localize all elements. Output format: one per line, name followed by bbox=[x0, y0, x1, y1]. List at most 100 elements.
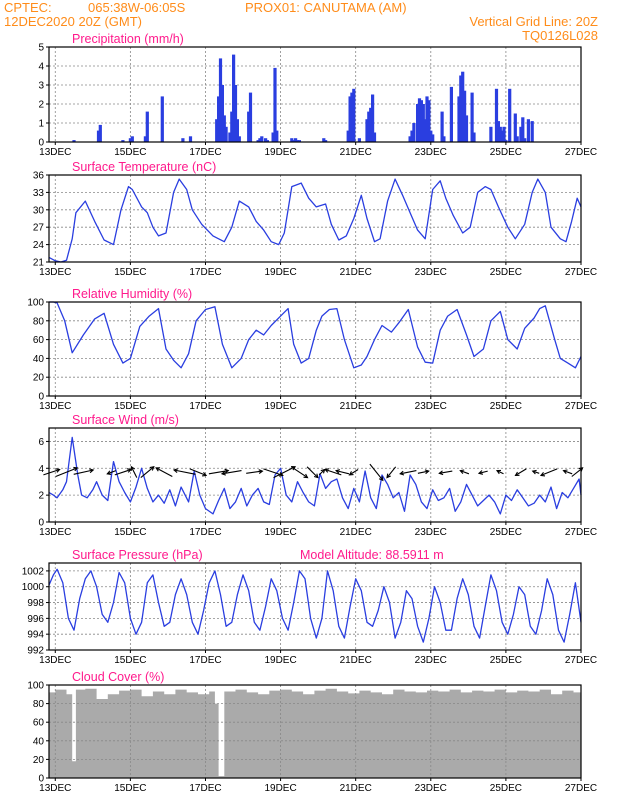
precip-bar bbox=[461, 71, 465, 142]
precip-bar bbox=[470, 92, 474, 142]
y-tick-label: 2 bbox=[38, 491, 44, 502]
precip-bar bbox=[449, 86, 453, 142]
y-tick-label: 3 bbox=[38, 81, 44, 92]
precip-bar bbox=[121, 140, 125, 142]
y-tick-label: 1 bbox=[38, 119, 44, 130]
header: CPTEC: 065:38W-06:05S PROX01: CANUTAMA (… bbox=[4, 0, 598, 43]
pressure-title: Surface Pressure (hPa) bbox=[72, 548, 203, 562]
humidity-title: Relative Humidity (%) bbox=[72, 287, 192, 301]
wind-arrow-head bbox=[202, 471, 208, 477]
wind-arrow bbox=[130, 466, 138, 478]
cloud-cover-area bbox=[49, 688, 581, 778]
wind-arrow-head bbox=[539, 471, 546, 477]
precip-bar bbox=[128, 138, 132, 142]
y-tick-label: 40 bbox=[33, 736, 45, 747]
y-tick-label: 1002 bbox=[22, 566, 45, 577]
precip-bar bbox=[237, 136, 241, 142]
precip-bar bbox=[145, 111, 149, 142]
wind-arrow bbox=[417, 470, 429, 474]
y-tick-label: 1000 bbox=[22, 582, 45, 593]
x-tick-label: 21DEC bbox=[340, 655, 372, 666]
precip-bar bbox=[427, 100, 431, 142]
panel-precip: 0 1 2 3 4 5 13DEC 15DEC 17DEC 19DEC 21DEC 23DEC 25DE… bbox=[38, 32, 597, 158]
wind-arrow-head bbox=[334, 469, 341, 474]
wind-arrow bbox=[369, 463, 384, 481]
temperature-title: Surface Temperature (nC) bbox=[72, 160, 216, 174]
precip-bar bbox=[367, 111, 371, 142]
wind-arrow-head bbox=[220, 470, 226, 476]
precip-bar bbox=[419, 100, 423, 142]
precip-bar bbox=[459, 75, 463, 142]
wind-arrow-head bbox=[313, 473, 319, 479]
y-tick-label: 20 bbox=[33, 373, 45, 384]
y-tick-label: 80 bbox=[33, 699, 45, 710]
plot-area bbox=[49, 47, 581, 142]
x-tick-label: 25DEC bbox=[490, 267, 522, 278]
wind-arrow-head bbox=[495, 469, 502, 475]
panel-cloud: 0 20 40 60 80 100 13DEC 15DEC 17DEC 19DEC 21DEC 23D… bbox=[27, 670, 597, 794]
precip-bar bbox=[421, 104, 425, 142]
wind-arrow-head bbox=[172, 468, 178, 474]
y-tick-label: 992 bbox=[27, 646, 44, 657]
x-tick-label: 23DEC bbox=[415, 267, 447, 278]
wind-arrow-head bbox=[424, 469, 430, 475]
x-tick-label: 27DEC bbox=[565, 267, 597, 278]
x-tick-label: 19DEC bbox=[264, 527, 296, 538]
precip-bar bbox=[431, 134, 435, 142]
precip-bar bbox=[457, 96, 461, 142]
precip-bar bbox=[217, 96, 221, 142]
x-tick-label: 13DEC bbox=[39, 267, 71, 278]
plot-area bbox=[49, 175, 581, 262]
precip-bar bbox=[130, 136, 134, 142]
precip-bar bbox=[489, 126, 493, 142]
precip-bar bbox=[275, 130, 279, 142]
precip-bar bbox=[369, 107, 373, 142]
x-tick-label: 21DEC bbox=[340, 527, 372, 538]
precip-bar bbox=[224, 126, 228, 142]
y-tick-label: 60 bbox=[33, 335, 45, 346]
precip-bar bbox=[442, 136, 446, 142]
y-tick-label: 24 bbox=[33, 240, 45, 251]
header-grid-note: Vertical Grid Line: 20Z bbox=[469, 14, 598, 29]
wind-arrow bbox=[386, 466, 397, 478]
wind-arrow bbox=[221, 470, 242, 475]
precip-bar bbox=[416, 104, 420, 142]
precip-bar bbox=[294, 138, 298, 142]
y-tick-label: 994 bbox=[27, 630, 44, 641]
header-model-id: TQ0126L028 bbox=[522, 28, 598, 43]
x-tick-label: 27DEC bbox=[565, 655, 597, 666]
precip-bar bbox=[292, 140, 296, 142]
precip-bar bbox=[472, 132, 476, 142]
wind-arrow bbox=[73, 469, 94, 475]
wind-arrow bbox=[189, 468, 207, 476]
wind-line bbox=[48, 436, 582, 515]
precip-bar bbox=[463, 90, 467, 142]
wind-arrow bbox=[43, 468, 60, 476]
x-tick-label: 17DEC bbox=[189, 401, 221, 412]
precip-bar bbox=[290, 138, 294, 142]
x-tick-label: 13DEC bbox=[39, 783, 71, 794]
precip-bar bbox=[346, 130, 350, 142]
x-tick-label: 21DEC bbox=[340, 267, 372, 278]
precip-bar bbox=[371, 94, 375, 142]
precip-bar bbox=[322, 138, 326, 142]
precip-bar bbox=[188, 136, 193, 142]
wind-arrow-head bbox=[130, 465, 136, 471]
wind-arrow-head bbox=[155, 467, 161, 472]
y-tick-label: 40 bbox=[33, 354, 45, 365]
wind-arrow-head bbox=[459, 469, 465, 474]
panel-temp: 21 24 27 30 33 36 13DEC 15DEC 17DEC 19DEC 21DEC 23D… bbox=[33, 160, 597, 278]
precip-bar bbox=[513, 113, 517, 142]
x-tick-label: 13DEC bbox=[39, 401, 71, 412]
wind-arrow bbox=[335, 470, 350, 475]
precip-bar bbox=[232, 54, 236, 142]
precip-bar bbox=[348, 96, 352, 142]
header-run-time: 12DEC2020 20Z (GMT) bbox=[4, 14, 142, 29]
wind-arrow bbox=[460, 470, 470, 475]
wind-arrow bbox=[173, 469, 196, 475]
precip-bar bbox=[260, 136, 264, 142]
precip-bar bbox=[502, 126, 506, 142]
precip-bar bbox=[526, 119, 530, 142]
precip-bar bbox=[258, 138, 262, 142]
press-line bbox=[48, 568, 582, 643]
